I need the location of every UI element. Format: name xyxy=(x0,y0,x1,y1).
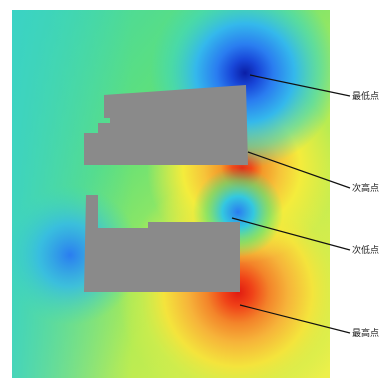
contour-field xyxy=(12,10,330,378)
leader-line-2 xyxy=(247,151,351,189)
lower-building xyxy=(84,195,240,292)
callout-label-4: 最高点 xyxy=(352,327,379,339)
callout-labels: 最低点 次高点 次低点 最高点 xyxy=(352,90,379,339)
leader-lines xyxy=(231,74,351,334)
callout-label-2: 次高点 xyxy=(352,182,379,194)
leader-line-4 xyxy=(239,304,351,334)
callout-label-1: 最低点 xyxy=(352,90,379,102)
callout-label-3: 次低点 xyxy=(352,244,379,256)
leader-line-1 xyxy=(249,74,351,97)
building-blocks xyxy=(84,85,248,292)
upper-building xyxy=(84,85,248,165)
leader-line-3 xyxy=(231,217,351,251)
